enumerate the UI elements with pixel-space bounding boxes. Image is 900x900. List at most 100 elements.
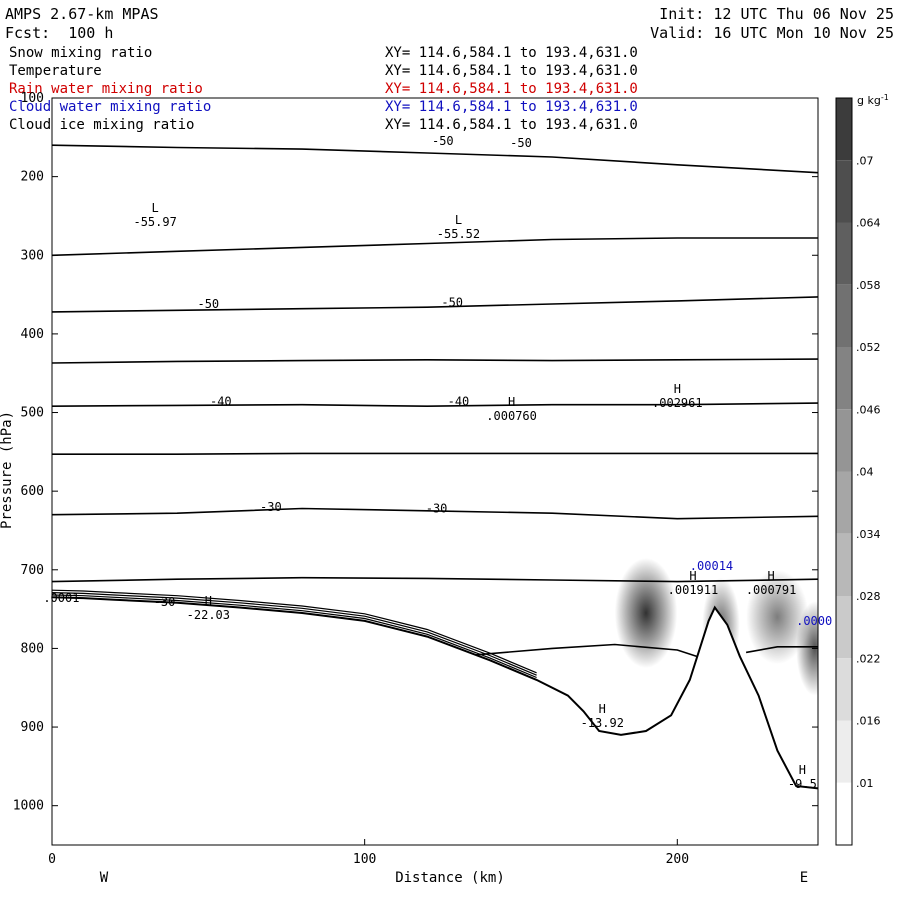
extremum-marker: H: [205, 594, 212, 608]
extremum-value: .000760: [486, 409, 537, 423]
surface-layer-line: [52, 594, 537, 679]
contour-label: -50: [432, 134, 454, 148]
y-tick-label: 500: [21, 406, 44, 421]
x-tick-label: 100: [353, 852, 376, 867]
y-tick-label: 800: [21, 641, 44, 656]
extremum-marker: H: [799, 763, 806, 777]
colorbar-label: .058: [856, 279, 881, 292]
y-tick-label: 300: [21, 248, 44, 263]
terrain-fill: [52, 597, 818, 845]
temperature-contour: [52, 576, 818, 583]
extremum-value: -55.97: [133, 215, 176, 229]
colorbar-label: .064: [856, 217, 881, 230]
shading-cell: [614, 557, 678, 669]
colorbar-frame: [835, 97, 853, 846]
colorbar-swatch: [836, 284, 852, 347]
x-tick-label: 0: [48, 852, 56, 867]
contour-label: -30: [154, 595, 176, 609]
y-tick-label: 600: [21, 484, 44, 499]
contour-label: -40: [210, 394, 232, 408]
x-axis-label: Distance (km): [395, 870, 505, 886]
colorbar-swatch: [836, 533, 852, 596]
axes: 100 200 300 400 500 600 700 800 900 1000 0 100 200: [13, 91, 818, 867]
extremum-marker: H: [689, 569, 696, 583]
west-label: W: [100, 870, 109, 886]
shading-cell: [796, 601, 818, 696]
extremum-value: .001911: [668, 583, 719, 597]
y-tick-label: 1000: [13, 799, 44, 814]
temperature-contour: [745, 646, 818, 654]
x-tick-label: 200: [666, 852, 689, 867]
terrain-line: [52, 596, 818, 790]
temperature-contours: [52, 144, 818, 661]
colorbar-label: .034: [856, 528, 881, 541]
temperature-contour: [52, 507, 818, 520]
extremum-value: .002961: [652, 396, 703, 410]
surface-layer-line: [52, 592, 537, 676]
extremum-marker: H: [767, 569, 774, 583]
model-title: AMPS 2.67-km MPAS: [5, 5, 159, 23]
init-time: Init: 12 UTC Thu 06 Nov 25: [659, 5, 894, 23]
forecast-hour: Fcst: 100 h: [5, 24, 114, 42]
colorbar-label: .016: [856, 715, 881, 728]
colorbar-swatch: [836, 409, 852, 472]
cloud-water-label: .0000: [796, 614, 832, 628]
colorbar-swatch: [836, 222, 852, 285]
temperature-contour: [52, 358, 818, 364]
y-tick-label: 200: [21, 170, 44, 185]
y-tick-label: 100: [21, 91, 44, 106]
layer-xy-rain: XY= 114.6,584.1 to 193.4,631.0: [385, 81, 638, 97]
surface-layer-line: [52, 589, 537, 674]
colorbar-label: .052: [856, 341, 881, 354]
extremum-marker: L: [152, 201, 159, 215]
extremum-marker: H: [508, 395, 515, 409]
terrain: [52, 589, 818, 845]
extremum-value: -9.5: [788, 777, 817, 791]
colorbar-label: .04: [856, 466, 874, 479]
temperature-contour: [52, 452, 818, 455]
layer-name-temperature: Temperature: [9, 63, 102, 79]
extremum-value: -13.92: [581, 716, 624, 730]
extremum-marker: H: [599, 702, 606, 716]
contour-label: -40: [448, 394, 470, 408]
plot-frame: [51, 97, 819, 846]
y-axis-label: Pressure (hPa): [0, 411, 15, 529]
extremum-marker: H: [674, 382, 681, 396]
east-label: E: [800, 870, 808, 886]
colorbar-label: .028: [856, 590, 881, 603]
colorbar-swatch: [836, 658, 852, 721]
colorbar-unit: g kg-1: [857, 93, 889, 107]
temperature-contour: [52, 144, 818, 174]
colorbar-label: .046: [856, 403, 881, 416]
y-tick-label: 700: [21, 563, 44, 578]
layer-name-rain: Rain water mixing ratio: [9, 81, 203, 97]
colorbar-swatch: [836, 160, 852, 223]
temperature-contour: [52, 296, 818, 313]
colorbar-swatch: [836, 596, 852, 659]
y-tick-label: 400: [21, 327, 44, 342]
colorbar-label: .01: [856, 777, 874, 790]
temperature-contour: [458, 643, 709, 661]
layer-xy-snow: XY= 114.6,584.1 to 193.4,631.0: [385, 45, 638, 61]
temperature-contour: [52, 237, 818, 257]
colorbar-swatch: [836, 98, 852, 161]
contour-label: .0001: [43, 591, 79, 605]
colorbar-label: .022: [856, 652, 881, 665]
layer-name-cloud-ice: Cloud ice mixing ratio: [9, 117, 195, 133]
layer-name-cloud-water: Cloud water mixing ratio: [9, 99, 212, 115]
layer-xy-cloud-water: XY= 114.6,584.1 to 193.4,631.0: [385, 99, 638, 115]
colorbar-swatch: [836, 471, 852, 534]
extremum-marker: L: [455, 213, 462, 227]
colorbar-swatch: [836, 782, 852, 845]
temperature-contour: [52, 402, 818, 408]
shading-cell: [746, 569, 809, 665]
contour-label: -30: [260, 500, 282, 514]
layer-xy-cloud-ice: XY= 114.6,584.1 to 193.4,631.0: [385, 117, 638, 133]
y-tick-label: 900: [21, 720, 44, 735]
colorbar-swatch: [836, 347, 852, 410]
layer-name-snow: Snow mixing ratio: [9, 45, 153, 61]
contour-label: -50: [441, 295, 463, 309]
colorbar-label: .07: [856, 154, 874, 167]
contour-labels: L-55.97 L-55.52H.000760H.002961H-22.03H-1…: [43, 134, 832, 791]
colorbar-swatch: [836, 720, 852, 783]
